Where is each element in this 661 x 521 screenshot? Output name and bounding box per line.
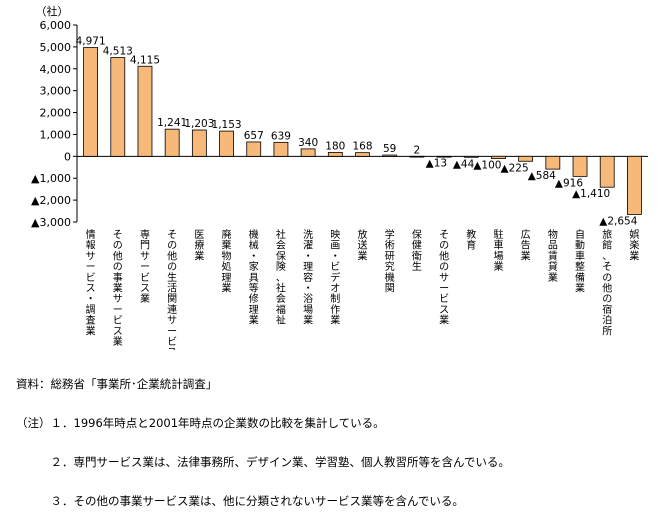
data-label: 1,203 xyxy=(184,118,214,130)
bar xyxy=(219,130,234,157)
category-label: 廃棄物処理業 xyxy=(222,228,232,295)
y-tick-label: ▲1,000 xyxy=(31,172,71,185)
category-label: 物品賃貸業 xyxy=(548,228,558,284)
bar xyxy=(436,155,452,158)
bar xyxy=(300,148,316,157)
category-label: 学術研究機関 xyxy=(385,228,395,295)
category-label: 自動車整備業 xyxy=(575,228,585,295)
data-label: 4,513 xyxy=(103,46,133,58)
data-label: 180 xyxy=(325,140,345,152)
data-label: 2 xyxy=(414,144,421,156)
category-label: その他のサービス業 xyxy=(439,229,449,327)
data-label: 59 xyxy=(383,143,396,155)
category-label: その他の事業サービス業 xyxy=(113,229,123,348)
bar xyxy=(110,57,126,157)
bar xyxy=(491,155,506,159)
category-label: 社会保険、社会福祉 xyxy=(276,228,286,327)
category-label: 駐車場業 xyxy=(493,228,503,273)
bar xyxy=(327,151,343,157)
data-label: 639 xyxy=(271,130,291,142)
chart-notes: 資料：総務省「事業所･企業統計調査」 （注）１．1996年時点と2001年時点の… xyxy=(16,352,510,521)
category-label: 医療業 xyxy=(194,229,204,262)
y-tick-label: 2,000 xyxy=(40,107,72,120)
bar xyxy=(83,47,98,157)
category-label: 放送業 xyxy=(358,228,368,262)
source-note: 資料：総務省「事業所･企業統計調査」 xyxy=(16,377,218,391)
y-tick-label: 0 xyxy=(64,150,71,163)
data-label: ▲916 xyxy=(555,177,583,189)
data-label: 1,241 xyxy=(157,117,187,129)
y-tick-label: ▲2,000 xyxy=(31,194,71,207)
data-label: 4,115 xyxy=(130,54,160,66)
category-label: 保健衛生 xyxy=(412,228,422,273)
bar xyxy=(518,155,534,162)
bar xyxy=(382,154,398,157)
category-label: 教育 xyxy=(466,228,476,252)
bar xyxy=(273,141,289,157)
bar xyxy=(545,155,561,170)
bar xyxy=(164,128,180,157)
category-label: 旅館、その他の宿泊所 xyxy=(602,228,612,337)
bar xyxy=(627,155,642,215)
data-label: 4,971 xyxy=(76,36,106,48)
data-label: 1,153 xyxy=(212,119,242,131)
data-label: 168 xyxy=(352,141,372,153)
category-label: 専門サービス業 xyxy=(140,229,150,305)
category-label: 広告業 xyxy=(521,228,531,262)
bar xyxy=(572,155,588,177)
bar xyxy=(355,152,370,157)
bar xyxy=(191,129,207,157)
data-label: ▲44 xyxy=(453,158,475,170)
bar xyxy=(246,141,262,157)
data-label: ▲584 xyxy=(528,170,556,182)
y-tick-label: 5,000 xyxy=(40,41,72,54)
category-label: 娯楽業 xyxy=(629,228,639,262)
category-label: 機械・家具等修理業 xyxy=(249,228,259,327)
note-1: （注）１．1996年時点と2001年時点の企業数の比較を集計している。 xyxy=(16,416,385,430)
y-tick-label: 6,000 xyxy=(40,19,72,32)
data-label: ▲225 xyxy=(501,162,529,174)
note-2: ２．専門サービス業は、法律事務所、デザイン業、学習塾、個人教習所等を含んでいる。 xyxy=(16,455,510,469)
data-label: ▲2,654 xyxy=(599,215,637,227)
y-tick-label: 3,000 xyxy=(40,85,72,98)
bar xyxy=(137,65,153,157)
category-label: その他の生活関連サービス業 xyxy=(167,229,177,350)
bar xyxy=(409,155,425,158)
bar-chart: （社）6,000 5,000 4,000 3,000 2,000 1,000 0 ▲1,000… xyxy=(31,4,648,350)
data-label: ▲1,410 xyxy=(572,188,610,200)
category-label: 映画・ビデオ制作業 xyxy=(330,229,340,327)
note-3: ３．その他の事業サービス業は、他に分類されないサービス業等を含んでいる。 xyxy=(16,494,464,508)
data-label: ▲13 xyxy=(426,158,447,170)
y-axis-unit-label: （社） xyxy=(36,4,69,18)
y-tick-label: 1,000 xyxy=(40,128,72,141)
y-tick-label: ▲3,000 xyxy=(31,216,71,229)
bar xyxy=(463,155,479,158)
data-label: ▲100 xyxy=(473,160,501,172)
category-label: 洗濯・理容・浴場業 xyxy=(303,229,313,327)
y-tick-label: 4,000 xyxy=(40,63,72,76)
bar xyxy=(599,155,615,188)
data-label: 340 xyxy=(298,137,318,149)
data-label: 657 xyxy=(244,130,264,142)
category-label: 情報サービス・調査業 xyxy=(86,228,96,337)
